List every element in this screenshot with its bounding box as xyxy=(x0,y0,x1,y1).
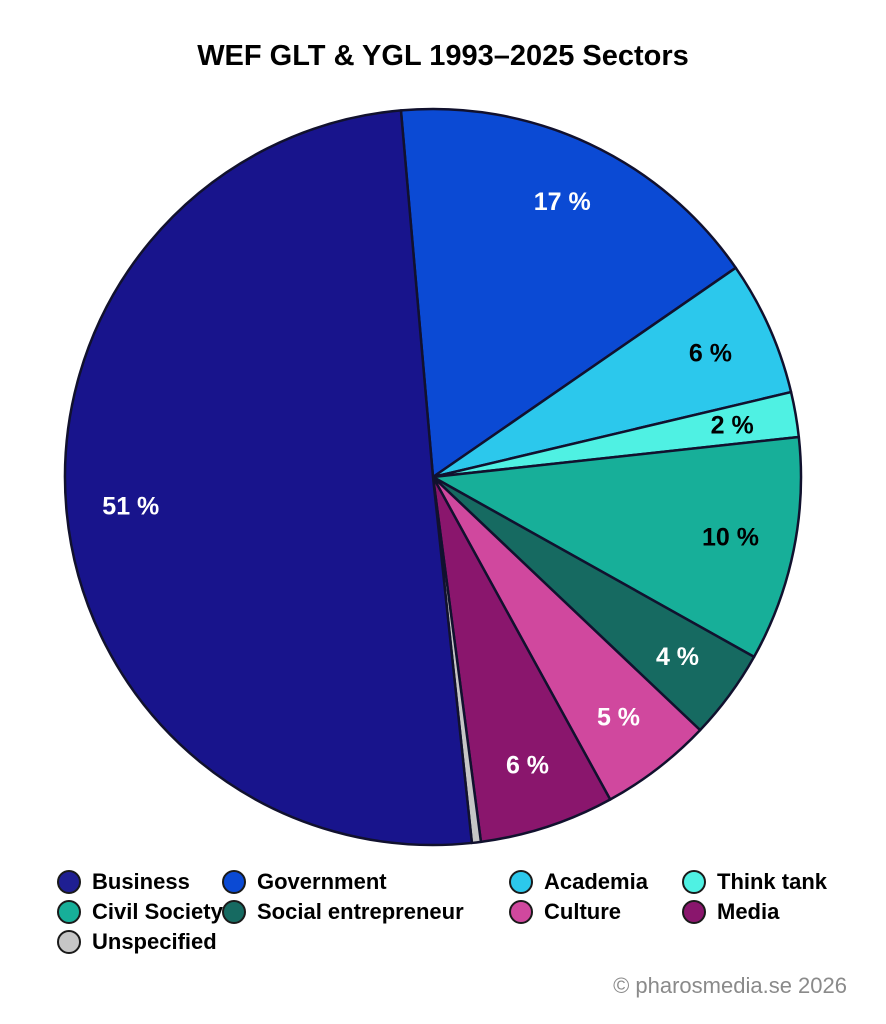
legend-swatch-business-icon xyxy=(57,870,81,894)
legend-item-civil-society: Civil Society xyxy=(57,899,223,925)
legend-swatch-social-entrepreneur-icon xyxy=(222,900,246,924)
legend-item-government: Government xyxy=(222,869,509,895)
legend-item-media: Media xyxy=(682,899,867,925)
slice-label-government: 17 % xyxy=(534,188,591,216)
legend-swatch-civil-society-icon xyxy=(57,900,81,924)
legend-item-culture: Culture xyxy=(509,899,682,925)
legend-swatch-unspecified-icon xyxy=(57,930,81,954)
copyright-notice: © pharosmedia.se 2026 xyxy=(613,973,847,998)
legend-label-social-entrepreneur: Social entrepreneur xyxy=(257,899,464,924)
legend-label-culture: Culture xyxy=(544,899,621,924)
slice-label-culture: 5 % xyxy=(597,703,640,731)
pie-slice-business xyxy=(63,109,474,847)
slice-label-academia: 6 % xyxy=(689,340,732,368)
legend-label-business: Business xyxy=(92,869,190,894)
legend-swatch-academia-icon xyxy=(509,870,533,894)
legend-label-unspecified: Unspecified xyxy=(92,929,217,954)
slice-label-civil-society: 10 % xyxy=(702,524,759,552)
pie-slice-government xyxy=(399,107,737,479)
legend-item-social-entrepreneur: Social entrepreneur xyxy=(222,899,509,925)
legend-label-government: Government xyxy=(257,869,387,894)
legend-label-academia: Academia xyxy=(544,869,648,894)
pie-slice-media xyxy=(431,475,612,844)
chart-title: WEF GLT & YGL 1993–2025 Sectors xyxy=(197,40,689,72)
legend-swatch-government-icon xyxy=(222,870,246,894)
legend-item-academia: Academia xyxy=(509,869,682,895)
pie-slice-civil-society xyxy=(431,435,803,659)
legend-label-media: Media xyxy=(717,899,780,924)
legend-label-civil-society: Civil Society xyxy=(92,899,223,924)
legend-item-think-tank: Think tank xyxy=(682,869,867,895)
legend-swatch-media-icon xyxy=(682,900,706,924)
legend-swatch-think-tank-icon xyxy=(682,870,706,894)
slice-label-think-tank: 2 % xyxy=(711,411,754,439)
legend: Business Government Academia Think tank Civi… xyxy=(57,867,867,957)
legend-item-unspecified: Unspecified xyxy=(57,929,222,955)
slice-label-business: 51 % xyxy=(102,492,159,520)
legend-label-think-tank: Think tank xyxy=(717,869,828,894)
legend-swatch-culture-icon xyxy=(509,900,533,924)
legend-item-business: Business xyxy=(57,869,222,895)
slice-label-social-entrepreneur: 4 % xyxy=(656,643,699,671)
slice-label-media: 6 % xyxy=(506,752,549,780)
pie-slice-academia xyxy=(431,266,793,479)
